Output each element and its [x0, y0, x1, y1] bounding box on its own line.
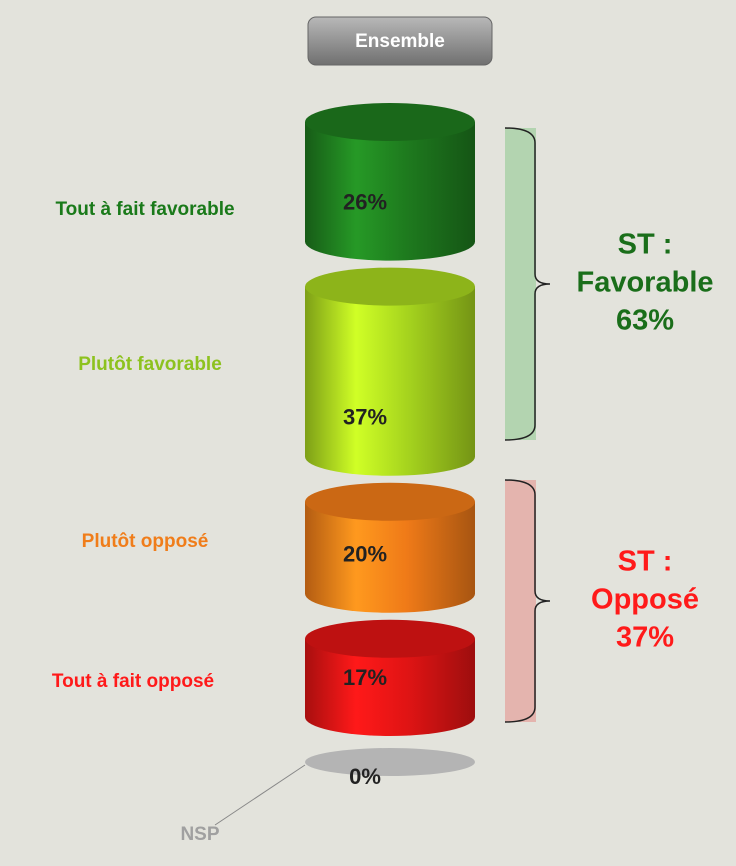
category-label: Plutôt favorable [78, 354, 222, 375]
value-label: 20% [343, 542, 387, 567]
value-label: 26% [343, 189, 387, 214]
group-label: Favorable [577, 267, 714, 299]
value-label: 0% [349, 764, 381, 789]
value-label: 37% [343, 405, 387, 430]
cylinder-top [305, 103, 475, 141]
header-button [307, 16, 493, 66]
cylinder-body [305, 638, 475, 736]
chart-title: Ensemble [355, 31, 445, 52]
group-bracket [504, 127, 551, 441]
group-label: Opposé [591, 584, 699, 616]
group-band [505, 480, 536, 722]
group-band [505, 128, 536, 440]
group-value: 37% [616, 622, 674, 654]
group-value: 63% [616, 305, 674, 337]
category-label: Tout à fait favorable [55, 199, 234, 220]
category-label: Plutôt opposé [82, 531, 209, 552]
group-label: ST : [618, 546, 673, 578]
category-label: NSP [180, 824, 219, 845]
category-label: Tout à fait opposé [52, 671, 214, 692]
group-bracket [504, 479, 551, 723]
nsp-leader [214, 764, 306, 826]
group-label: ST : [618, 229, 673, 261]
cylinder-body [305, 122, 475, 261]
cylinder-top [305, 619, 475, 658]
cylinder-top [305, 482, 475, 521]
cylinder-top [305, 267, 475, 306]
cylinder-body [305, 501, 475, 613]
cylinder-body [305, 286, 475, 476]
cylinder-top [305, 748, 475, 776]
value-label: 17% [343, 665, 387, 690]
